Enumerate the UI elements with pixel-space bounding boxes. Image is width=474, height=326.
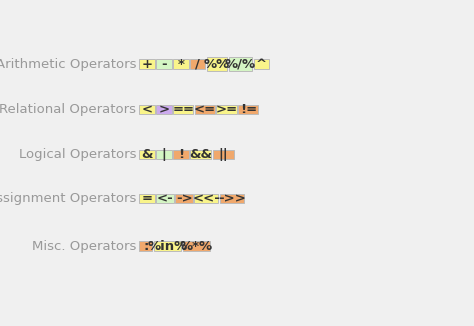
Text: +: +: [142, 58, 153, 71]
FancyBboxPatch shape: [182, 242, 210, 251]
FancyBboxPatch shape: [173, 105, 193, 114]
Text: >: >: [158, 103, 170, 116]
Text: ->: ->: [176, 192, 192, 205]
Text: =: =: [142, 192, 153, 205]
FancyBboxPatch shape: [156, 150, 172, 159]
Text: ^: ^: [256, 58, 267, 71]
FancyBboxPatch shape: [238, 105, 258, 114]
Text: %%: %%: [204, 58, 230, 71]
Text: <=: <=: [194, 103, 216, 116]
Text: &&: &&: [189, 148, 212, 161]
FancyBboxPatch shape: [190, 59, 205, 69]
FancyBboxPatch shape: [139, 194, 155, 203]
FancyBboxPatch shape: [254, 59, 269, 69]
Text: %*%: %*%: [180, 240, 213, 253]
Text: %in%: %in%: [147, 240, 188, 253]
Text: Relational Operators: Relational Operators: [0, 103, 137, 116]
FancyBboxPatch shape: [220, 194, 244, 203]
Text: Assignment Operators: Assignment Operators: [0, 192, 137, 205]
FancyBboxPatch shape: [217, 105, 237, 114]
Text: &: &: [141, 148, 153, 161]
Text: <: <: [141, 103, 153, 116]
Text: |: |: [162, 148, 166, 161]
FancyBboxPatch shape: [173, 59, 189, 69]
FancyBboxPatch shape: [139, 150, 155, 159]
FancyBboxPatch shape: [156, 194, 174, 203]
FancyBboxPatch shape: [195, 105, 215, 114]
Text: :: :: [143, 240, 148, 253]
Text: %/%: %/%: [225, 58, 256, 71]
Text: Arithmetic Operators: Arithmetic Operators: [0, 58, 137, 71]
Text: <<-: <<-: [192, 192, 220, 205]
FancyBboxPatch shape: [156, 59, 172, 69]
Text: >=: >=: [216, 103, 237, 116]
Text: ->>: ->>: [218, 192, 246, 205]
FancyBboxPatch shape: [207, 57, 227, 71]
FancyBboxPatch shape: [156, 105, 172, 114]
FancyBboxPatch shape: [175, 194, 193, 203]
FancyBboxPatch shape: [190, 150, 211, 159]
FancyBboxPatch shape: [139, 105, 155, 114]
Text: -: -: [161, 58, 167, 71]
Text: !=: !=: [240, 103, 257, 116]
FancyBboxPatch shape: [228, 57, 253, 71]
Text: Logical Operators: Logical Operators: [19, 148, 137, 161]
FancyBboxPatch shape: [194, 194, 219, 203]
Text: ||: ||: [219, 148, 228, 161]
FancyBboxPatch shape: [139, 242, 152, 251]
Text: <-: <-: [157, 192, 173, 205]
Text: !: !: [178, 148, 184, 161]
FancyBboxPatch shape: [173, 150, 189, 159]
Text: /: /: [195, 58, 200, 71]
Text: *: *: [177, 58, 184, 71]
FancyBboxPatch shape: [154, 242, 181, 251]
FancyBboxPatch shape: [139, 59, 155, 69]
FancyBboxPatch shape: [213, 150, 234, 159]
Text: ==: ==: [172, 103, 194, 116]
Text: Misc. Operators: Misc. Operators: [32, 240, 137, 253]
